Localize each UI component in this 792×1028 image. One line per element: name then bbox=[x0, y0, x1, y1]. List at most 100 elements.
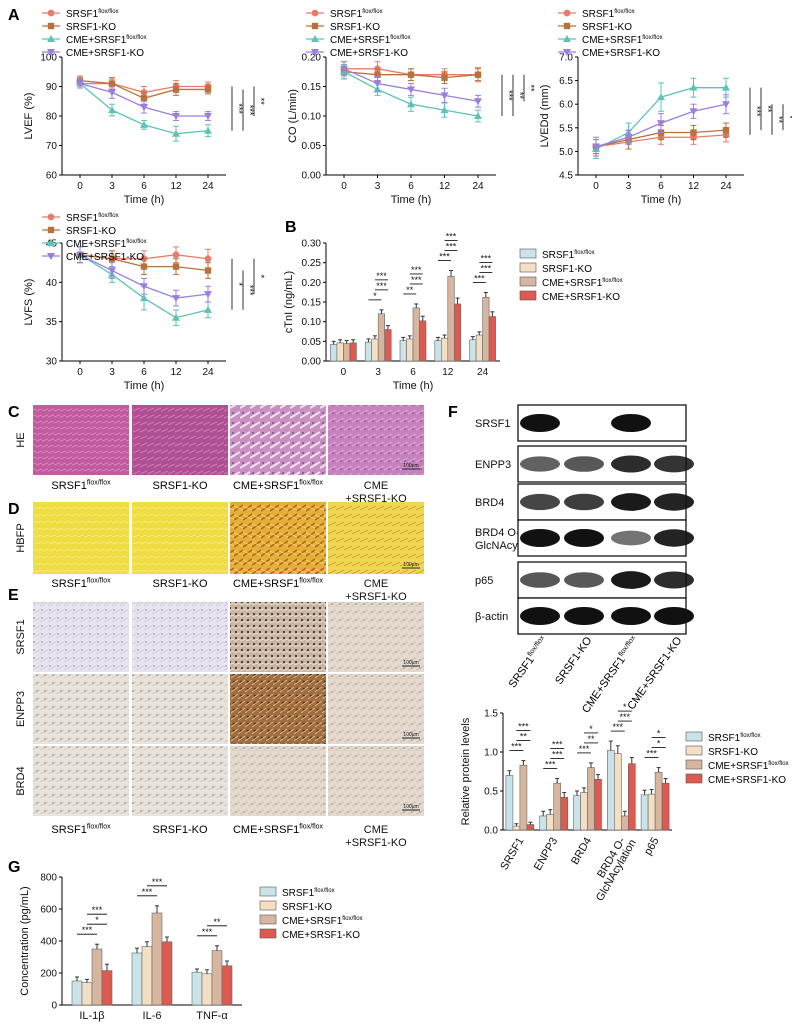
he-image bbox=[328, 405, 424, 475]
blot-band bbox=[611, 571, 651, 589]
data-point bbox=[140, 104, 148, 112]
y-tick-label: 30 bbox=[46, 357, 58, 368]
y-tick-label: 0 bbox=[51, 1001, 57, 1012]
bar bbox=[627, 763, 636, 831]
y-tick-label: 80 bbox=[46, 112, 58, 123]
x-axis-label: Time (h) bbox=[124, 380, 165, 392]
legend-label: SRSF1flox/flox bbox=[66, 213, 119, 224]
panel-label-b: B bbox=[285, 219, 297, 236]
blot-band bbox=[520, 607, 560, 625]
blot-band bbox=[520, 456, 560, 472]
ihc-brd4-image bbox=[33, 746, 129, 816]
y-axis-label: CO (L/min) bbox=[287, 89, 299, 143]
scale-bar-label: 100μm bbox=[403, 732, 418, 738]
bar bbox=[101, 970, 113, 1006]
scale-bar-label: 100μm bbox=[403, 463, 418, 469]
data-point bbox=[172, 263, 180, 270]
y-tick-label: 5.5 bbox=[559, 123, 573, 134]
data-point bbox=[172, 295, 180, 303]
sig-mark: *** bbox=[613, 722, 624, 732]
y-tick-label: 200 bbox=[40, 969, 57, 980]
ihc-srsf1-image bbox=[33, 602, 129, 672]
blot-band bbox=[654, 607, 694, 625]
sig-mark: *** bbox=[142, 887, 153, 897]
bar bbox=[654, 771, 663, 831]
bar bbox=[488, 316, 496, 362]
legend-label: CME+SRSF1flox/flox bbox=[282, 916, 363, 927]
legend-label: SRSF1flox/flox bbox=[66, 9, 119, 20]
scale-bar-label: 100μm bbox=[403, 562, 418, 568]
data-point bbox=[592, 143, 600, 151]
x-tick-label: ENPP3 bbox=[532, 836, 560, 873]
sig-mark: * bbox=[256, 275, 266, 279]
legend-marker bbox=[47, 213, 55, 221]
y-axis-label: cTnI (ng/mL) bbox=[283, 271, 295, 333]
bar bbox=[606, 750, 615, 831]
data-point bbox=[108, 106, 116, 114]
legend-label: SRSF1-KO bbox=[542, 264, 592, 275]
legend-swatch bbox=[685, 773, 703, 784]
bar bbox=[191, 971, 203, 1006]
legend-marker bbox=[563, 49, 571, 56]
blot-band bbox=[611, 607, 651, 625]
data-point bbox=[689, 83, 698, 91]
bar bbox=[526, 824, 535, 831]
sig-mark: *** bbox=[234, 103, 244, 114]
sig-mark: ** bbox=[763, 105, 773, 113]
legend-marker bbox=[47, 239, 55, 246]
data-point bbox=[624, 134, 633, 142]
data-point bbox=[76, 251, 84, 259]
sig-mark: *** bbox=[579, 744, 590, 754]
sig-mark: *** bbox=[646, 749, 657, 759]
legend-label: SRSF1-KO bbox=[708, 747, 758, 758]
bar bbox=[201, 973, 213, 1006]
data-point bbox=[108, 267, 116, 275]
bar bbox=[343, 343, 351, 362]
blot-row-label: ENPP3 bbox=[475, 459, 511, 471]
legend-label: SRSF1flox/flox bbox=[582, 9, 635, 20]
blot-lane-label: SRSF1-KO bbox=[553, 634, 595, 686]
data-point bbox=[407, 86, 415, 94]
bar bbox=[482, 296, 490, 362]
caption: CME+SRSF1flox/flox bbox=[233, 578, 324, 590]
he-label: HE bbox=[15, 432, 27, 447]
x-tick-label: 6 bbox=[408, 181, 414, 192]
bar bbox=[221, 965, 233, 1006]
y-tick-label: 0.05 bbox=[302, 141, 322, 152]
panel-label-a: A bbox=[8, 7, 20, 24]
caption-line2: +SRSF1-KO bbox=[345, 591, 407, 603]
legend-swatch bbox=[685, 745, 703, 756]
sig-mark: *** bbox=[481, 254, 492, 264]
data-point bbox=[722, 101, 730, 109]
y-tick-label: 0.20 bbox=[302, 53, 322, 64]
legend-label: SRSF1flox/flox bbox=[330, 9, 383, 20]
legend-label: SRSF1-KO bbox=[582, 22, 632, 33]
blot-lane-label: SRSF1flox/flox bbox=[506, 634, 550, 690]
data-point bbox=[657, 93, 665, 101]
blot-band bbox=[654, 529, 694, 547]
sig-mark: *** bbox=[411, 275, 422, 285]
data-point bbox=[140, 283, 148, 291]
sig-mark: *** bbox=[620, 712, 631, 722]
y-tick-label: 6.0 bbox=[559, 100, 573, 111]
data-point bbox=[172, 313, 180, 321]
y-axis-label: LVFS (%) bbox=[23, 279, 35, 326]
sig-mark: *** bbox=[411, 265, 422, 275]
caption-line1: CME bbox=[364, 824, 388, 836]
sig-mark: ** bbox=[526, 84, 536, 92]
bar bbox=[211, 950, 223, 1006]
bar bbox=[620, 815, 629, 831]
legend-label: SRSF1flox/flox bbox=[708, 733, 761, 744]
legend-label: SRSF1-KO bbox=[330, 22, 380, 33]
bar bbox=[364, 341, 373, 362]
legend-swatch bbox=[259, 886, 277, 897]
blot-band bbox=[564, 456, 604, 472]
legend-swatch bbox=[519, 290, 537, 301]
data-point bbox=[108, 255, 116, 262]
sig-mark: *** bbox=[518, 722, 529, 732]
bar bbox=[91, 948, 103, 1006]
legend-label: SRSF1-KO bbox=[66, 22, 116, 33]
sig-mark: *** bbox=[82, 925, 93, 935]
bar bbox=[613, 753, 622, 831]
